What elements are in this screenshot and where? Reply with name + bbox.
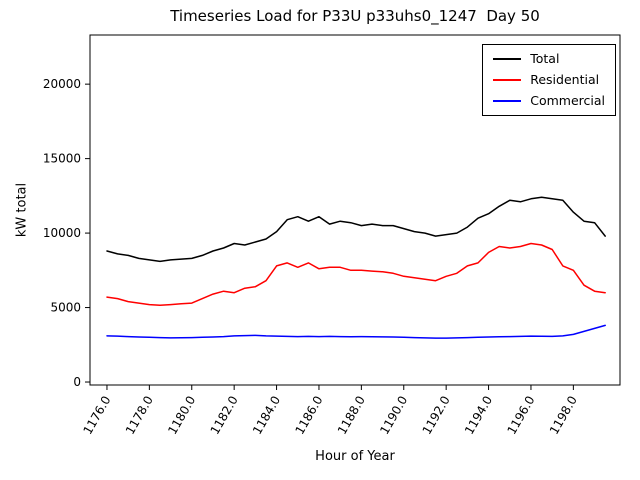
y-tick-label: 10000: [43, 226, 81, 240]
series-line-total: [106, 196, 606, 263]
x-tick-label: 1186.0: [292, 394, 325, 437]
x-tick-label: 1190.0: [377, 394, 410, 437]
legend-item-total: Total: [493, 52, 605, 66]
y-tick-label: 20000: [43, 77, 81, 91]
legend-line-commercial: [493, 100, 522, 102]
chart-title: Timeseries Load for P33U p33uhs0_1247 Da…: [170, 7, 540, 25]
x-tick-label: 1182.0: [208, 394, 241, 437]
x-tick-label: 1194.0: [462, 394, 495, 437]
x-tick-label: 1198.0: [547, 394, 580, 437]
legend: Total Residential Commercial: [482, 44, 616, 116]
x-tick-label: 1180.0: [165, 394, 198, 437]
series-line-residential: [106, 242, 606, 307]
y-tick-label: 0: [73, 375, 81, 389]
legend-item-commercial: Commercial: [493, 94, 605, 108]
legend-line-residential: [493, 79, 522, 81]
legend-item-residential: Residential: [493, 73, 605, 87]
legend-label-total: Total: [530, 51, 560, 66]
x-axis-label: Hour of Year: [315, 449, 395, 464]
legend-line-total: [493, 58, 522, 60]
series-line-commercial: [106, 324, 606, 339]
legend-label-commercial: Commercial: [530, 93, 605, 108]
x-tick-label: 1196.0: [504, 394, 537, 437]
axes-box: [89, 34, 621, 386]
y-tick-label: 5000: [50, 301, 81, 315]
x-tick-label: 1192.0: [420, 394, 453, 437]
x-tick-label: 1178.0: [123, 394, 156, 437]
y-tick-label: 15000: [43, 152, 81, 166]
legend-label-residential: Residential: [530, 72, 600, 87]
x-tick-label: 1184.0: [250, 394, 283, 437]
x-tick-label: 1176.0: [80, 394, 113, 437]
x-tick-label: 1188.0: [335, 394, 368, 437]
